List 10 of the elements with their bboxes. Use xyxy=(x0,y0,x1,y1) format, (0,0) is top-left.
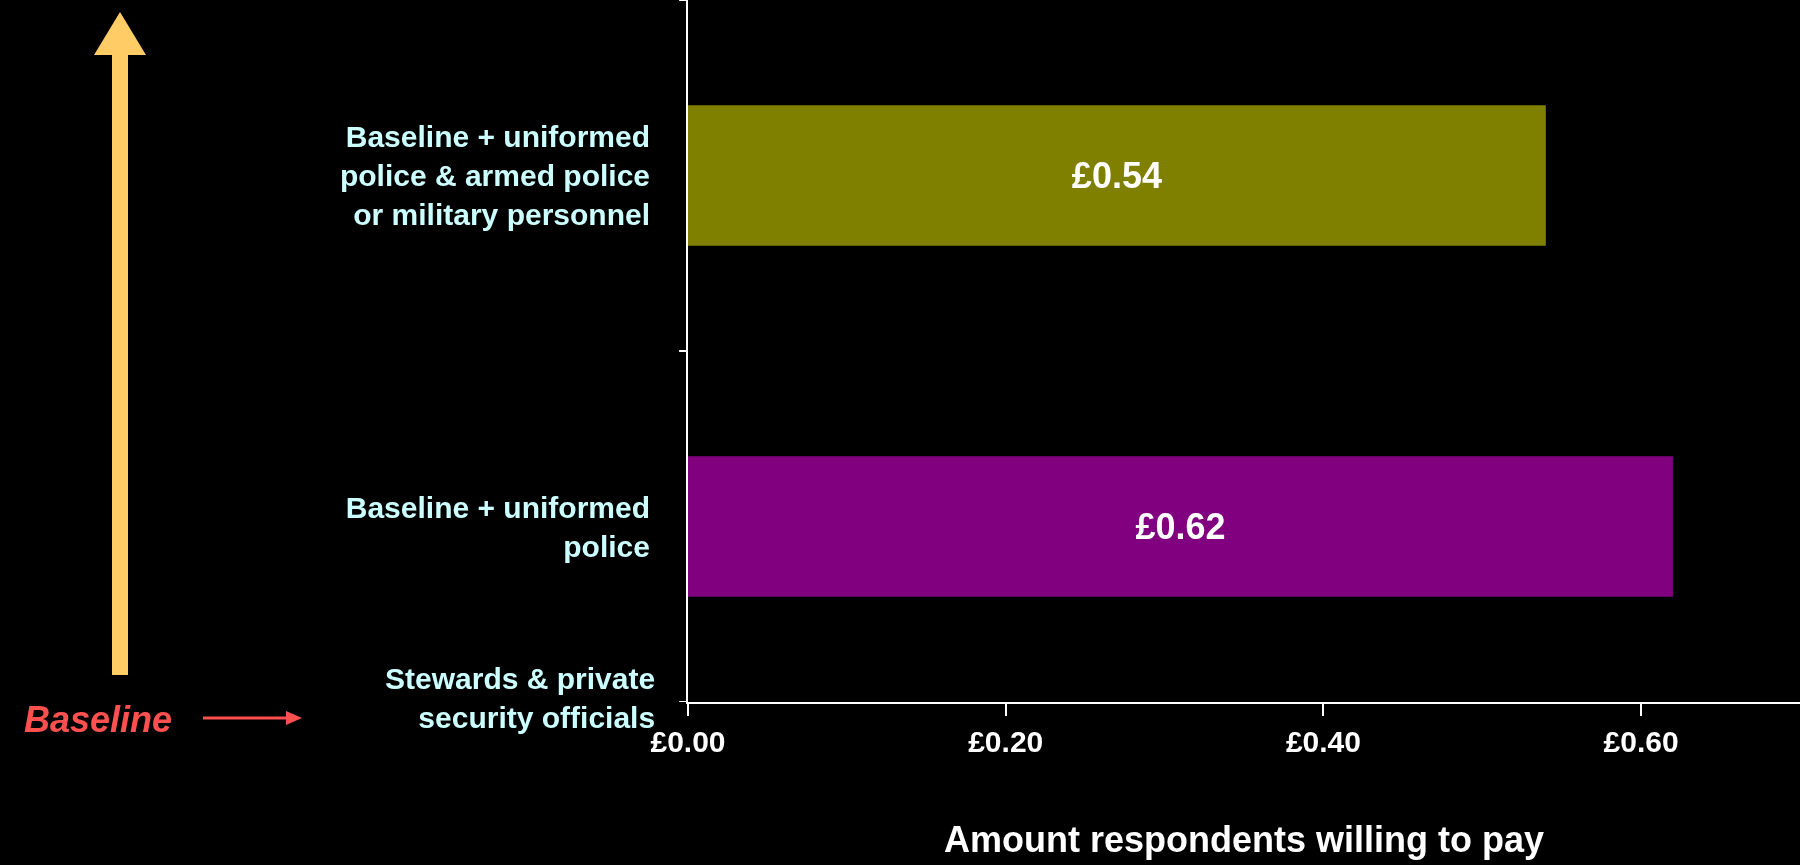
x-tick-label: £0.60 xyxy=(1603,725,1679,758)
y-tick-label: Baseline + uniformed police & armed police or military personnel xyxy=(339,120,650,231)
x-axis-title: Amount respondents willing to pay xyxy=(943,819,1545,861)
x-tick-label: £0.20 xyxy=(968,725,1044,758)
text: Baseline xyxy=(24,699,173,740)
data-label: £0.62 xyxy=(1135,506,1226,547)
x-tick-label: £0.40 xyxy=(1285,725,1361,758)
y-tick-label: Baseline + uniformed police xyxy=(345,490,650,563)
text: Stewards & private security officials xyxy=(385,662,656,734)
data-label: £0.54 xyxy=(1071,155,1162,196)
